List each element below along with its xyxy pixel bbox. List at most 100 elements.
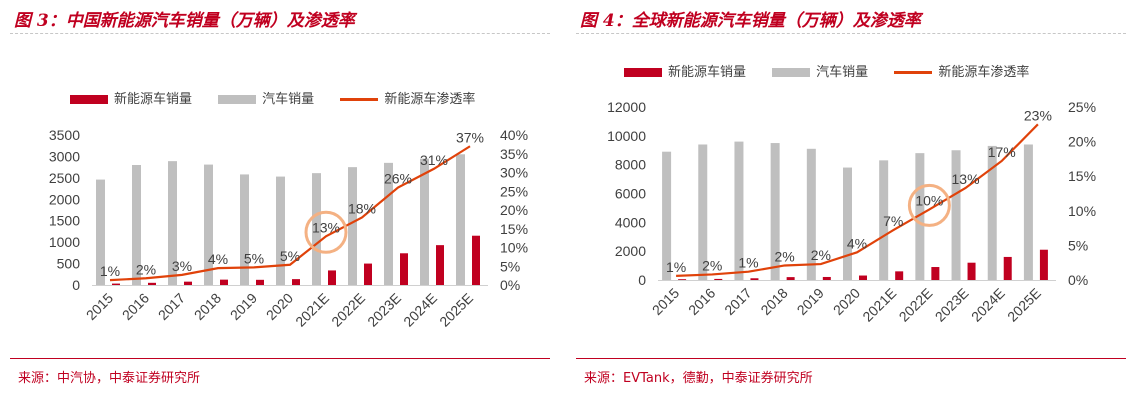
legend-item-ev: 新能源车销量 (624, 61, 746, 80)
y-tick-label-right: 5% (500, 258, 520, 274)
penetration-data-label: 1% (100, 263, 120, 279)
penetration-data-label: 10% (915, 192, 943, 208)
x-tick-label: 2016 (685, 285, 718, 318)
y-tick-label-right: 10% (1068, 203, 1096, 219)
bar-ev-sales (256, 279, 264, 285)
chart-title: 图 4：全球新能源汽车销量（万辆）及渗透率 (580, 11, 921, 31)
legend-swatch-ev (70, 95, 108, 104)
combo-chart: 0 2000 4000 6000 8000 10000 12000 0% 5% 10% 15% 20%… (607, 99, 1096, 325)
y-tick-label-left: 10000 (607, 128, 646, 144)
penetration-data-label: 4% (208, 251, 228, 267)
x-tick-label: 2018 (757, 285, 790, 318)
source-note: 来源：EVTank，德勤，中泰证券研究所 (584, 371, 813, 386)
x-tick-label: 2021E (859, 285, 899, 325)
x-tick-label: 2017 (155, 290, 188, 323)
x-tick-label: 2024E (400, 290, 440, 330)
legend-swatch-total (772, 68, 811, 77)
x-tick-label: 2022E (328, 290, 368, 330)
y-tick-label-left: 6000 (615, 186, 646, 202)
penetration-data-label: 13% (312, 219, 340, 235)
penetration-data-label: 31% (420, 152, 448, 168)
y-tick-label-right: 0% (1068, 272, 1088, 288)
penetration-data-label: 13% (952, 171, 980, 187)
bar-ev-sales (220, 279, 228, 285)
bar-ev-sales (328, 270, 336, 285)
x-tick-label: 2023E (932, 285, 972, 325)
bar-total-sales (879, 160, 889, 280)
source-note: 来源：中汽协，中泰证券研究所 (18, 371, 201, 386)
y-tick-label-left: 0 (72, 277, 80, 293)
penetration-data-label: 26% (384, 171, 412, 187)
x-tick-label: 2019 (794, 285, 827, 318)
bar-ev-sales (364, 263, 372, 285)
y-tick-label-left: 500 (57, 256, 81, 272)
bar-ev-sales (292, 279, 300, 285)
legend-swatch-total (218, 95, 257, 104)
bar-total-sales (348, 167, 357, 285)
y-tick-label-left: 0 (638, 272, 646, 288)
penetration-data-label: 7% (883, 213, 903, 229)
penetration-line (676, 123, 1039, 277)
legend-label-penetration: 新能源车渗透率 (938, 65, 1030, 80)
bar-ev-sales (859, 275, 867, 280)
penetration-data-label: 1% (738, 255, 758, 271)
y-tick-label-left: 3500 (49, 127, 80, 143)
penetration-data-label: 23% (1024, 107, 1052, 123)
bar-total-sales (132, 165, 141, 285)
penetration-data-label: 17% (988, 144, 1016, 160)
x-tick-label: 2023E (364, 290, 404, 330)
bar-total-sales (312, 173, 321, 285)
legend-item-ev: 新能源车销量 (70, 88, 192, 107)
legend-label-total: 汽车销量 (816, 65, 869, 80)
bar-total-sales (276, 176, 285, 285)
y-tick-label-left: 2000 (615, 243, 646, 259)
y-tick-label-right: 15% (500, 221, 528, 237)
bar-total-sales (420, 158, 429, 285)
bar-total-sales (384, 162, 393, 285)
x-tick-label: 2015 (83, 290, 116, 323)
penetration-data-label: 2% (775, 248, 795, 264)
chart-panel-china: 图 3：中国新能源汽车销量（万辆）及渗透率 新能源车销量 汽车销量 新能源车渗透… (0, 0, 556, 407)
penetration-data-label: 4% (847, 235, 867, 251)
combo-chart: 0 500 1000 1500 2000 2500 3000 3500 0% 5% 10% 15% 20… (49, 127, 528, 330)
source-divider (576, 358, 1126, 359)
bar-ev-sales (184, 281, 192, 285)
bar-total-sales (987, 145, 997, 280)
legend-item-total: 汽车销量 (772, 61, 868, 80)
legend-swatch-ev (624, 68, 662, 77)
bar-total-sales (240, 174, 249, 285)
bar-ev-sales (400, 253, 408, 285)
penetration-data-label: 37% (456, 129, 484, 145)
y-tick-label-right: 10% (500, 240, 528, 256)
x-tick-label: 2021E (292, 290, 332, 330)
legend-label-ev: 新能源车销量 (114, 92, 193, 107)
legend-label-penetration: 新能源车渗透率 (384, 92, 476, 107)
bar-ev-sales (714, 278, 723, 280)
x-tick-label: 2025E (436, 290, 476, 330)
title-divider (576, 33, 1126, 34)
y-tick-label-right: 40% (500, 127, 528, 143)
y-tick-label-right: 0% (500, 277, 520, 293)
x-tick-label: 2017 (721, 285, 754, 318)
bar-total-sales (1023, 144, 1033, 280)
bar-ev-sales (1003, 256, 1012, 280)
bar-ev-sales (472, 235, 480, 285)
bar-ev-sales (822, 276, 831, 280)
y-tick-label-right: 35% (500, 146, 528, 162)
bar-ev-sales (967, 262, 976, 280)
y-tick-label-right: 30% (500, 165, 528, 181)
y-tick-label-right: 25% (1068, 99, 1096, 115)
bar-total-sales (168, 161, 177, 285)
y-tick-label-left: 1000 (49, 234, 80, 250)
y-tick-label-left: 12000 (607, 99, 646, 115)
bar-ev-sales (1039, 249, 1048, 280)
legend-item-total: 汽车销量 (218, 88, 314, 107)
y-tick-label-right: 20% (1068, 134, 1096, 150)
penetration-data-label: 18% (348, 201, 376, 217)
highlight-circle (907, 183, 951, 227)
penetration-data-label: 5% (280, 248, 300, 264)
bar-total-sales (806, 148, 816, 280)
bar-ev-sales (750, 278, 759, 280)
legend-item-penetration: 新能源车渗透率 (894, 61, 1029, 80)
legend-label-ev: 新能源车销量 (668, 65, 747, 80)
